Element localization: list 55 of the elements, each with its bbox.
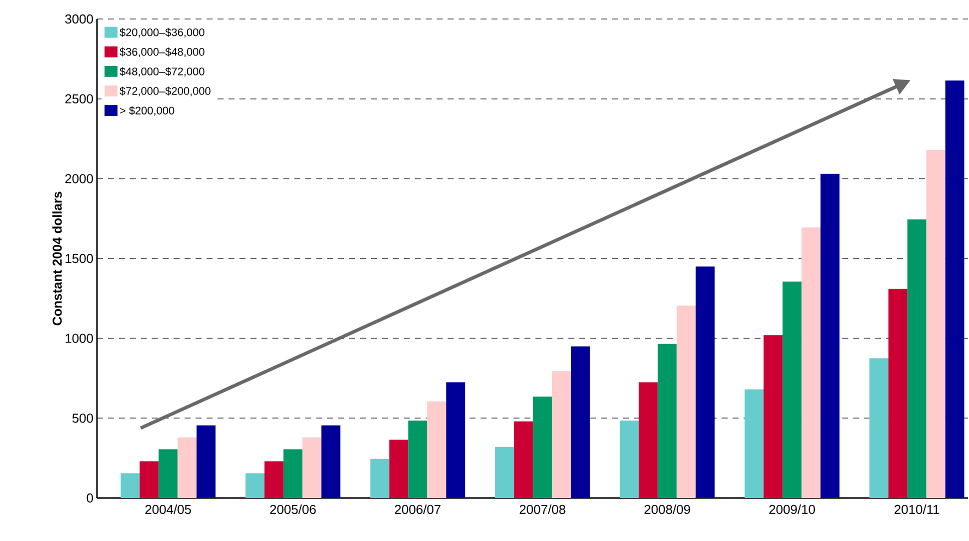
x-tick-label: 2005/06 — [270, 504, 316, 514]
x-tick-label: 2008/09 — [644, 504, 690, 514]
y-axis-title: Constant 2004 dollars — [52, 192, 62, 326]
bar — [140, 461, 159, 498]
bar — [907, 219, 926, 498]
y-tick-label: 500 — [72, 414, 93, 423]
bar — [264, 461, 284, 498]
bar — [744, 389, 764, 498]
bar — [283, 449, 302, 498]
bar — [802, 227, 821, 498]
x-tick-label: 2009/10 — [769, 504, 815, 514]
bar — [196, 425, 216, 498]
legend-label: $36,000–$48,000 — [120, 48, 204, 58]
bar — [945, 80, 964, 498]
bar — [888, 288, 908, 498]
bar — [676, 306, 696, 498]
bar — [638, 382, 658, 498]
bar — [446, 382, 466, 498]
bar — [696, 266, 715, 498]
bar — [820, 174, 840, 498]
bar — [764, 335, 783, 498]
bar — [570, 346, 590, 498]
bar — [389, 440, 408, 498]
bar — [495, 446, 514, 498]
x-tick-label: 2006/07 — [394, 504, 440, 514]
legend-label: $72,000–$200,000 — [120, 86, 210, 96]
bar — [782, 282, 802, 498]
bar — [370, 458, 390, 498]
bar — [245, 473, 264, 498]
x-tick-label: 2004/05 — [145, 504, 191, 514]
bar — [926, 150, 946, 498]
x-tick-label: 2010/11 — [894, 504, 940, 514]
bar — [120, 473, 140, 498]
bar — [552, 371, 571, 498]
bar — [408, 420, 428, 498]
y-tick-label: 3000 — [65, 14, 93, 24]
bar — [158, 449, 178, 498]
x-tick-label: 2007/08 — [520, 504, 566, 514]
legend-label: $20,000–$36,000 — [120, 28, 204, 38]
bar — [514, 421, 534, 498]
bar — [533, 396, 552, 498]
bar — [658, 344, 677, 498]
y-tick-label: 1000 — [66, 334, 93, 343]
bar — [620, 420, 639, 498]
y-tick-label: 2000 — [65, 174, 93, 184]
bar — [427, 401, 446, 498]
bar — [302, 437, 322, 498]
legend-label: > $200,000 — [120, 106, 174, 116]
legend-label: $48,000–$72,000 — [120, 67, 204, 77]
y-tick-label: 2500 — [65, 94, 93, 104]
y-tick-label: 0 — [86, 493, 93, 503]
bar — [178, 437, 197, 498]
y-tick-label: 1500 — [66, 254, 93, 264]
bar — [869, 358, 888, 498]
bar — [321, 425, 340, 498]
